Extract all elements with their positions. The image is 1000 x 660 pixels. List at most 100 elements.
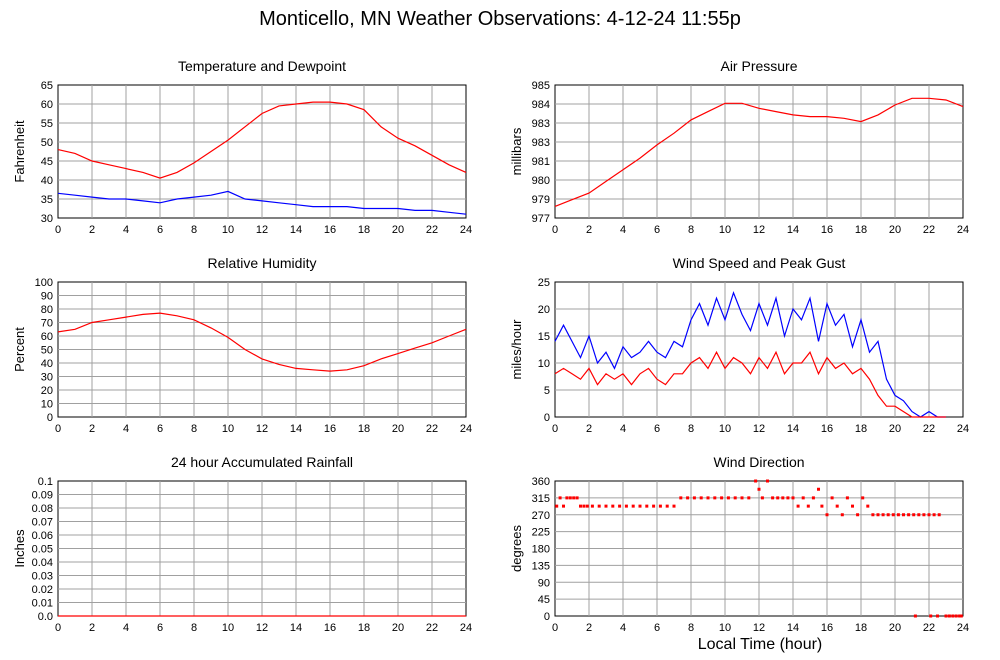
y-tick-label: 983 — [532, 137, 550, 149]
x-tick-label: 10 — [719, 423, 731, 435]
x-tick-label: 0 — [552, 423, 558, 435]
data-point — [825, 513, 829, 517]
x-tick-label: 22 — [426, 423, 438, 435]
x-tick-label: 24 — [957, 423, 969, 435]
x-tick-label: 2 — [586, 622, 592, 634]
data-point — [699, 496, 703, 500]
y-tick-label: 135 — [532, 560, 550, 572]
y-tick-label: 360 — [532, 476, 550, 488]
x-tick-label: 16 — [324, 423, 336, 435]
chart-title: Wind Speed and Peak Gust — [673, 255, 846, 271]
x-tick-label: 12 — [753, 423, 765, 435]
data-point — [713, 496, 717, 500]
data-point — [958, 614, 962, 618]
y-tick-label: 35 — [41, 194, 53, 206]
chart-1: 0 2 4 6 8 10 12 14 16 18 20 22 249779799809819839839… — [509, 58, 969, 236]
y-tick-label: 315 — [532, 493, 550, 505]
x-tick-label: 24 — [957, 622, 969, 634]
x-tick-label: 24 — [957, 224, 969, 236]
x-tick-label: 18 — [855, 423, 867, 435]
y-tick-label: 983 — [532, 118, 550, 130]
x-tick-label: 18 — [358, 423, 370, 435]
series-line-0 — [554, 97, 964, 207]
y-tick-label: 10 — [538, 358, 550, 370]
y-tick-label: 45 — [41, 156, 53, 168]
data-point — [579, 504, 582, 508]
data-point — [806, 504, 810, 508]
x-tick-label: 6 — [157, 423, 163, 435]
x-tick-label: 4 — [123, 423, 129, 435]
data-point — [624, 504, 628, 508]
y-tick-label: 981 — [532, 156, 550, 168]
x-tick-label: 16 — [821, 224, 833, 236]
series-line-0 — [57, 101, 467, 179]
data-point — [937, 513, 941, 517]
data-point — [757, 487, 761, 491]
x-tick-label: 14 — [787, 423, 799, 435]
data-point — [835, 504, 839, 508]
x-tick-label: 4 — [620, 224, 626, 236]
data-point — [786, 496, 790, 500]
data-point — [907, 513, 911, 517]
x-tick-label: 6 — [654, 622, 660, 634]
chart-0: 0 2 4 6 8 10 12 14 16 18 20 22 243035404550556065Tem… — [12, 58, 472, 236]
y-tick-label: 0.08 — [32, 503, 53, 515]
data-point — [590, 504, 594, 508]
y-tick-label: 60 — [41, 331, 53, 343]
x-tick-label: 18 — [855, 224, 867, 236]
y-tick-label: 65 — [41, 80, 53, 92]
y-axis-label: Percent — [12, 327, 27, 372]
data-point — [760, 496, 764, 500]
chart-2: 0 2 4 6 8 10 12 14 16 18 20 22 240102030405060708090… — [12, 255, 472, 435]
data-point — [913, 614, 917, 618]
y-tick-label: 50 — [41, 137, 53, 149]
y-tick-label: 0.05 — [32, 544, 53, 556]
data-point — [817, 487, 820, 491]
y-tick-label: 0.02 — [32, 584, 53, 596]
data-point — [791, 496, 795, 500]
x-tick-label: 12 — [753, 622, 765, 634]
x-tick-label: 8 — [688, 622, 694, 634]
y-tick-label: 0.0 — [38, 611, 53, 623]
x-tick-label: 0 — [55, 224, 61, 236]
x-tick-label: 10 — [222, 423, 234, 435]
data-point — [881, 513, 885, 517]
data-point — [902, 513, 905, 517]
data-point — [856, 513, 860, 517]
y-tick-label: 70 — [41, 318, 53, 330]
x-tick-label: 6 — [157, 622, 163, 634]
y-tick-label: 20 — [538, 304, 550, 316]
x-tick-label: 10 — [719, 224, 731, 236]
x-tick-label: 16 — [324, 622, 336, 634]
y-tick-label: 30 — [41, 372, 53, 384]
data-point — [954, 614, 958, 618]
x-tick-label: 20 — [392, 423, 404, 435]
x-tick-label: 10 — [222, 622, 234, 634]
y-tick-label: 25 — [538, 277, 550, 289]
x-tick-label: 2 — [89, 224, 95, 236]
data-point — [866, 504, 870, 508]
data-point — [733, 496, 737, 500]
x-tick-label: 24 — [460, 423, 472, 435]
y-tick-label: 0.06 — [32, 530, 53, 542]
data-point — [820, 504, 824, 508]
data-point — [672, 504, 676, 508]
y-tick-label: 90 — [41, 291, 53, 303]
data-point — [851, 504, 854, 508]
x-tick-label: 0 — [552, 622, 558, 634]
data-point — [645, 504, 649, 508]
data-point — [776, 496, 780, 500]
data-point — [706, 496, 710, 500]
data-point — [917, 513, 921, 517]
y-tick-label: 40 — [41, 358, 53, 370]
y-axis-label: Fahrenheit — [12, 120, 27, 183]
series-line-0 — [554, 291, 946, 418]
y-tick-label: 50 — [41, 345, 53, 357]
series-line-1 — [554, 350, 946, 418]
x-tick-label: 12 — [256, 423, 268, 435]
x-tick-label: 10 — [222, 224, 234, 236]
x-tick-label: 20 — [392, 224, 404, 236]
data-point — [692, 496, 696, 500]
x-tick-label: 24 — [460, 622, 472, 634]
